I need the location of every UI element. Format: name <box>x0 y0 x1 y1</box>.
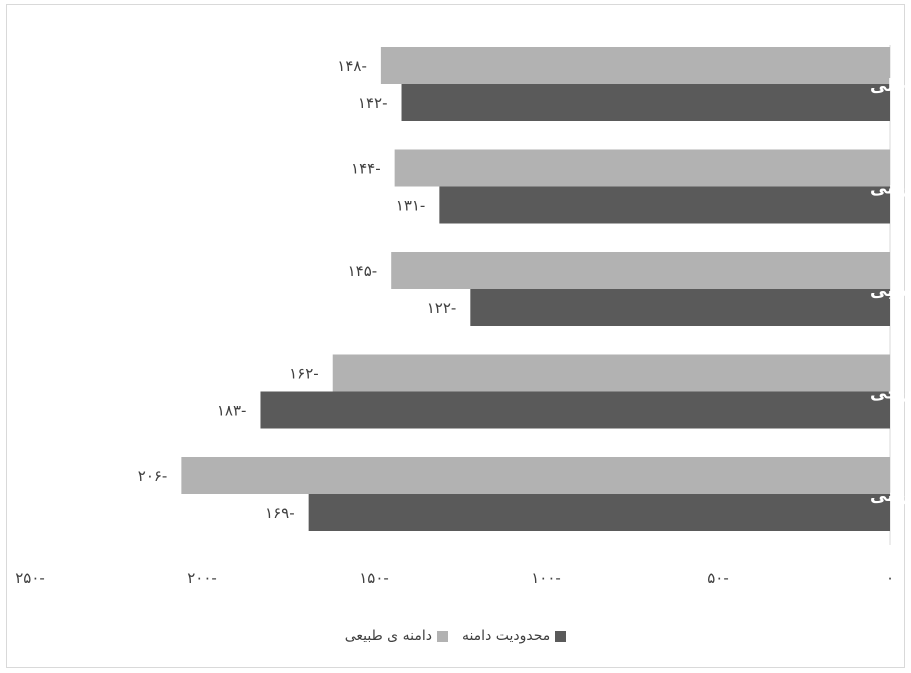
x-tick-label: ۰ <box>886 569 894 587</box>
x-tick-label: ۱۰۰- <box>531 569 561 587</box>
data-label-series-1: ۱۲۲- <box>427 299 457 317</box>
bar-series-1 <box>470 289 890 326</box>
data-label-series-1: ۱۶۹- <box>265 504 295 522</box>
bar-series-1 <box>308 494 890 531</box>
legend-swatch-series-2 <box>436 630 448 642</box>
x-tick-label: ۲۰۰- <box>187 569 217 587</box>
legend-label-series-1: محدودیت دامنه <box>461 628 551 644</box>
data-label-series-2: ۱۶۲- <box>289 365 319 383</box>
data-label-series-2: ۱۴۸- <box>337 57 367 75</box>
category-label: پهن داخلی <box>870 76 911 96</box>
category-label: دوسررانی <box>870 179 911 199</box>
data-label-series-2: ۱۴۴- <box>351 160 381 178</box>
bar-series-2 <box>380 47 890 84</box>
legend: محدودیت دامنه دامنه ی طبیعی <box>0 628 911 644</box>
data-label-series-2: ۲۰۶- <box>138 467 168 485</box>
bar-series-1 <box>260 391 891 429</box>
data-label-series-1: ۱۳۱- <box>396 197 426 215</box>
bar-series-1 <box>401 84 890 121</box>
bar-series-2 <box>391 252 890 289</box>
bar-series-1 <box>439 186 890 224</box>
bar-series-2 <box>394 149 890 187</box>
category-label: راست رانی <box>870 486 911 506</box>
category-label: پهن خارجی <box>870 384 911 404</box>
legend-item-series-1: محدودیت دامنه <box>461 628 567 644</box>
bar-series-2 <box>181 457 891 494</box>
x-tick-label: ۵۰- <box>707 569 729 587</box>
x-tick-label: ۱۵۰- <box>359 569 389 587</box>
legend-swatch-series-1 <box>555 630 567 642</box>
x-tick-label: ۲۵۰- <box>15 569 45 587</box>
legend-label-series-2: دامنه ی طبیعی <box>344 628 432 644</box>
data-label-series-1: ۱۸۳- <box>217 402 247 420</box>
data-label-series-2: ۱۴۵- <box>348 262 378 280</box>
data-label-series-1: ۱۴۲- <box>358 94 388 112</box>
legend-item-series-2: دامنه ی طبیعی <box>345 628 448 644</box>
bar-series-2 <box>332 354 891 392</box>
category-label: نیم غشایی <box>870 281 911 301</box>
